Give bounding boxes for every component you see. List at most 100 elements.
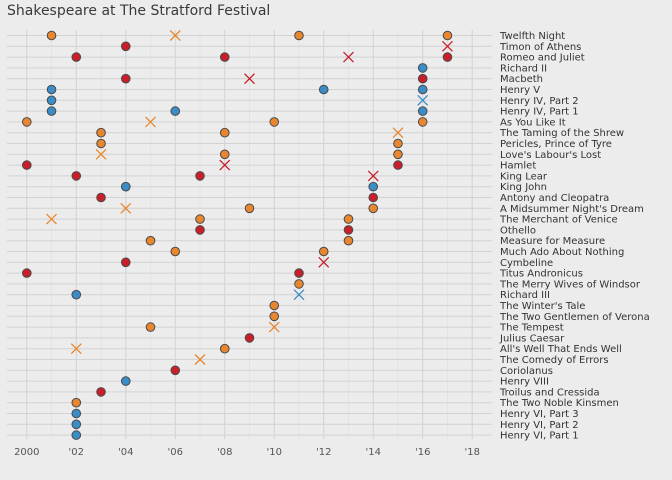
x-tick-label: '04	[118, 447, 133, 458]
cross-stroke	[219, 159, 231, 171]
data-point-circle	[170, 246, 181, 257]
y-tick-label: Timon of Athens	[499, 42, 581, 53]
y-tick-label: Twelfth Night	[499, 31, 565, 42]
data-point-circle	[417, 106, 428, 116]
data-point-circle	[96, 192, 106, 203]
data-point-circle	[244, 333, 255, 343]
x-tick-label: '02	[69, 447, 84, 458]
data-point-circle	[120, 376, 131, 386]
data-point-circle	[170, 365, 181, 376]
y-tick-label: Henry VI, Part 2	[500, 420, 579, 431]
data-point-cross	[70, 343, 82, 355]
y-tick-label: The Two Noble Kinsmen	[499, 398, 619, 409]
data-point-circle	[294, 268, 304, 278]
data-point-cross	[318, 256, 330, 268]
data-point-circle	[368, 203, 379, 214]
data-point-cross	[441, 40, 453, 52]
data-point-circle	[417, 73, 428, 84]
data-point-circle	[170, 106, 181, 116]
y-tick-label: Henry IV, Part 1	[500, 107, 579, 118]
data-point-circle	[393, 160, 403, 170]
data-point-cross	[120, 202, 132, 214]
data-point-circle	[393, 149, 403, 160]
y-tick-label: Henry IV, Part 2	[500, 96, 579, 107]
x-tick-label: 2000	[14, 447, 39, 458]
cross-stroke	[417, 94, 429, 106]
data-point-circle	[343, 225, 354, 235]
data-point-circle	[219, 149, 230, 160]
data-point-circle	[46, 106, 57, 116]
y-tick-label: Othello	[500, 225, 536, 236]
data-point-circle	[442, 52, 453, 62]
y-tick-label: The Tempest	[499, 323, 564, 334]
data-point-circle	[71, 52, 82, 62]
data-point-circle	[120, 41, 131, 52]
data-point-circle	[71, 408, 82, 419]
cross-stroke	[441, 40, 453, 52]
data-point-circle	[219, 343, 230, 354]
y-tick-label: Julius Caesar	[499, 333, 565, 344]
data-point-circle	[318, 84, 329, 95]
data-point-circle	[96, 127, 106, 138]
data-point-circle	[120, 257, 131, 268]
data-point-circle	[269, 300, 280, 311]
y-tick-label: The Taming of the Shrew	[499, 128, 624, 139]
data-point-circle	[120, 73, 131, 84]
data-point-cross	[367, 170, 379, 182]
data-point-circle	[368, 181, 379, 192]
data-point-circle	[417, 84, 428, 95]
cross-stroke	[244, 73, 255, 85]
data-marks	[21, 30, 453, 440]
data-point-circle	[318, 246, 329, 257]
data-point-circle	[21, 117, 32, 127]
data-point-circle	[417, 63, 428, 73]
cross-stroke	[293, 289, 305, 301]
data-point-circle	[195, 214, 205, 224]
y-tick-label: Love's Labour's Lost	[500, 150, 601, 161]
cross-stroke	[194, 354, 206, 365]
data-point-circle	[219, 52, 230, 62]
cross-stroke	[318, 256, 330, 268]
cross-stroke	[120, 202, 132, 214]
data-point-circle	[71, 171, 82, 181]
y-tick-label: King John	[500, 182, 547, 193]
x-tick-label: '12	[316, 447, 331, 458]
y-tick-label: Coriolanus	[500, 366, 553, 377]
data-point-circle	[368, 192, 379, 203]
data-point-circle	[195, 171, 205, 181]
y-tick-label: Much Ado About Nothing	[500, 247, 624, 258]
x-tick-label: '14	[365, 447, 380, 458]
cross-stroke	[95, 148, 107, 160]
y-tick-label: Henry VIII	[500, 377, 549, 388]
x-tick-label: '08	[217, 447, 232, 458]
y-tick-label: The Two Gentlemen of Verona	[499, 312, 650, 323]
data-point-circle	[21, 160, 32, 170]
data-point-circle	[46, 84, 57, 95]
data-point-circle	[96, 387, 106, 397]
data-point-circle	[269, 311, 280, 322]
data-point-circle	[294, 279, 304, 289]
x-tick-label: '06	[168, 447, 183, 458]
data-point-cross	[392, 127, 404, 139]
data-point-cross	[169, 30, 181, 41]
data-point-circle	[71, 289, 82, 300]
y-tick-label: Macbeth	[500, 74, 543, 85]
y-tick-label: Troilus and Cressida	[499, 387, 600, 398]
cross-stroke	[268, 321, 280, 333]
data-point-circle	[21, 268, 32, 278]
data-point-circle	[393, 138, 403, 149]
data-point-circle	[71, 430, 82, 440]
y-tick-label: The Merchant of Venice	[499, 215, 618, 226]
y-tick-label: Henry VI, Part 3	[500, 409, 579, 420]
y-tick-label: Richard II	[500, 63, 547, 74]
y-tick-label: Titus Andronicus	[499, 269, 583, 280]
y-tick-label: Antony and Cleopatra	[500, 193, 609, 204]
data-point-circle	[343, 235, 354, 246]
data-point-circle	[71, 397, 82, 408]
y-tick-label: Hamlet	[500, 161, 536, 172]
cross-stroke	[145, 116, 156, 128]
data-point-circle	[46, 95, 57, 106]
cross-stroke	[46, 213, 58, 225]
